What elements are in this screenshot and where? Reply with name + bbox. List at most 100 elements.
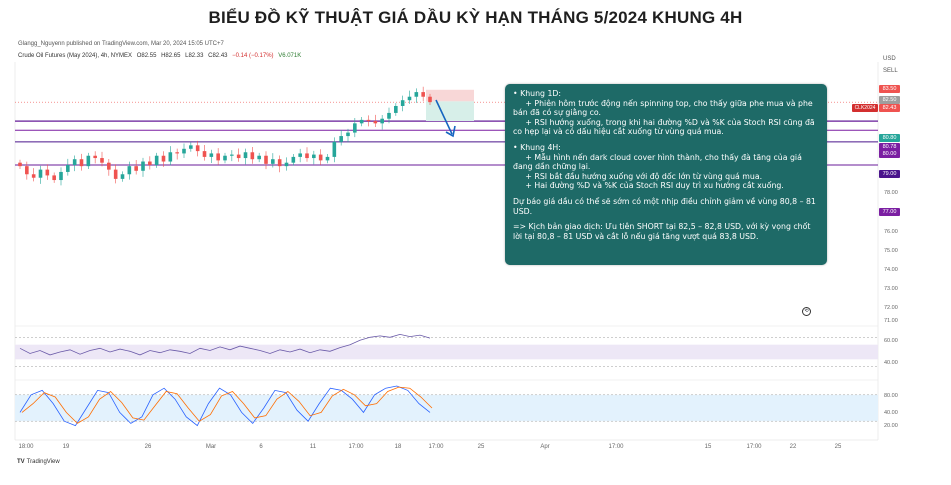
price-tag: 82.43 <box>879 104 900 112</box>
candle-body <box>107 162 111 170</box>
note-4h: • Khung 4H: + Mẫu hình nến dark cloud co… <box>513 142 802 191</box>
candle-body <box>189 145 193 149</box>
stoch-tick: 80.00 <box>884 393 898 399</box>
candle-body <box>113 169 118 179</box>
note-1d: • Khung 1D: + Phiên hôm trước động nến s… <box>513 89 815 137</box>
price-tag: 83.50 <box>879 85 900 93</box>
candle-body <box>353 123 357 133</box>
candle-body <box>100 158 104 163</box>
candle-body <box>271 159 275 164</box>
candle-body <box>400 100 405 106</box>
x-tick: 17:00 <box>428 444 444 450</box>
x-tick: 11 <box>309 444 317 450</box>
candle-body <box>209 153 214 157</box>
candle-body <box>250 152 255 160</box>
stoch-tick: 40.00 <box>884 410 898 416</box>
candle-body <box>236 154 241 159</box>
symbol-line: Crude Oil Futures (May 2024), 4h, NYMEX … <box>18 53 301 59</box>
candle-body <box>59 171 63 181</box>
candle-body <box>31 174 36 178</box>
x-tick: 18 <box>394 444 402 450</box>
candle-body <box>428 96 432 103</box>
candle-body <box>25 166 29 175</box>
candle-body <box>168 152 173 162</box>
symbol-tag: CLK2024 <box>852 104 878 112</box>
candle-body <box>366 119 371 122</box>
stoch-k-line <box>19 385 431 427</box>
replay-icon[interactable]: ⟲ <box>802 307 811 316</box>
price-tag: 80.78 <box>879 143 900 151</box>
candle-body <box>291 156 296 163</box>
price-tag: 79.00 <box>879 170 900 178</box>
price-tag: 77.00 <box>879 208 900 216</box>
candle-body <box>38 169 43 178</box>
candle-body <box>148 161 152 165</box>
rsi-line <box>19 333 431 356</box>
candles <box>18 86 432 186</box>
rsi-band <box>15 344 878 360</box>
candle-body <box>257 155 261 160</box>
candle-body <box>52 175 56 181</box>
open-value: O82.55 <box>136 53 157 59</box>
candle-body <box>380 118 384 124</box>
candle-body <box>216 153 220 161</box>
x-tick: 26 <box>144 444 152 450</box>
candle-body <box>202 151 207 157</box>
close-value: C82.43 <box>208 53 228 59</box>
candle-body <box>93 155 97 159</box>
price-tick: 74.00 <box>884 267 898 273</box>
x-tick: 25 <box>834 444 842 450</box>
tradingview-name: TradingView <box>26 459 60 465</box>
note-scenario: => Kịch bản giao dịch: Ưu tiên SHORT tại… <box>513 222 813 241</box>
candle-body <box>318 154 323 161</box>
stoch-rsi-pane <box>15 385 878 427</box>
candle-body <box>154 155 159 165</box>
x-tick: 25 <box>477 444 485 450</box>
candle-body <box>195 145 200 152</box>
x-tick: Mar <box>205 444 217 450</box>
x-tick: 18:00 <box>18 444 34 450</box>
candle-body <box>127 166 132 175</box>
candle-body <box>359 119 364 124</box>
candle-body <box>223 155 227 161</box>
x-tick: 22 <box>789 444 797 450</box>
rsi-pane <box>15 333 878 367</box>
price-tick: 78.00 <box>884 190 898 196</box>
candle-body <box>421 92 425 97</box>
currency-label: USD <box>883 56 896 62</box>
stop-loss-zone <box>426 89 474 102</box>
x-tick: 15 <box>704 444 712 450</box>
price-tick: 72.00 <box>884 305 898 311</box>
candle-body <box>134 166 138 171</box>
candle-body <box>407 96 412 101</box>
candle-body <box>161 155 166 162</box>
rsi-tick: 40.00 <box>884 360 898 366</box>
page-title: BIỂU ĐỒ KỸ THUẬT GIÁ DẦU KỲ HẠN THÁNG 5/… <box>208 8 743 27</box>
candle-body <box>243 152 248 159</box>
candle-body <box>79 159 84 167</box>
candle-body <box>305 153 309 159</box>
price-tick: 71.00 <box>884 318 898 324</box>
volume-value: V6.071K <box>278 53 302 59</box>
x-tick: Apr <box>540 444 550 450</box>
x-tick: 17:00 <box>348 444 364 450</box>
candle-body <box>18 162 22 167</box>
candle-body <box>141 161 145 171</box>
tradingview-logo-icon: TV <box>17 459 25 465</box>
chart-frame <box>14 62 879 441</box>
x-tick: 6 <box>259 444 263 450</box>
stoch-band <box>15 394 878 422</box>
candle-body <box>175 152 179 154</box>
price-tag: 80.00 <box>879 150 900 158</box>
candle-body <box>72 159 77 165</box>
symbol-name: Crude Oil Futures (May 2024), 4h, NYMEX <box>18 53 133 59</box>
analysis-note: • Khung 1D: + Phiên hôm trước động nến s… <box>505 84 827 265</box>
candle-body <box>86 155 91 167</box>
candle-body <box>312 154 316 159</box>
forecast-arrow <box>435 99 453 135</box>
publisher-line: Glangg_Nguyenn published on TradingView.… <box>18 41 224 47</box>
candle-body <box>66 165 70 172</box>
change-value: −0.14 (−0.17%) <box>232 53 274 59</box>
tradingview-logo: TV TradingView <box>17 459 60 465</box>
candle-body <box>387 112 391 119</box>
